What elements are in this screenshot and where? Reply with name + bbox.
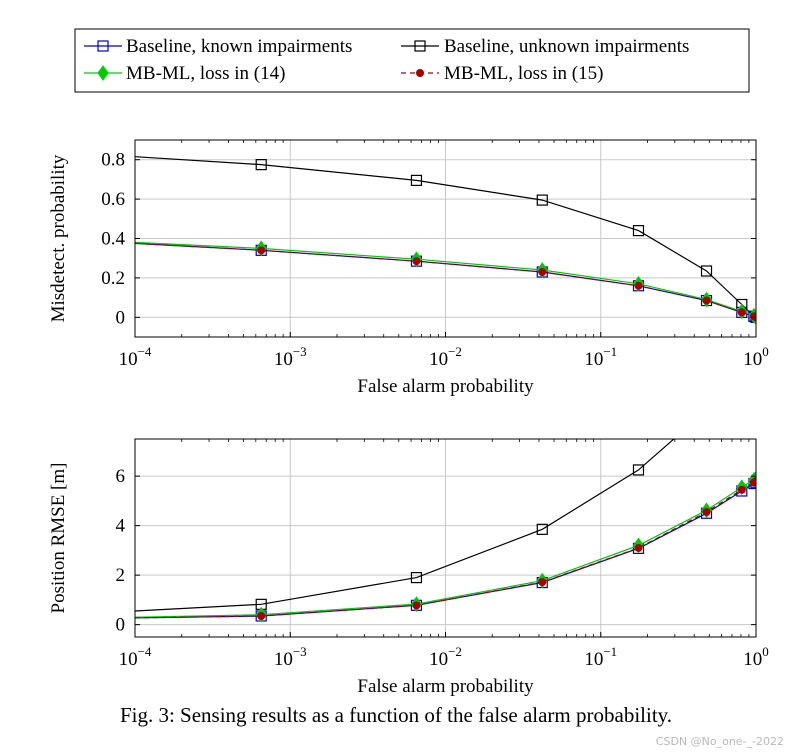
x-tick-label: 10−2 (429, 644, 462, 670)
series-line (135, 439, 675, 612)
legend-label: MB-ML, loss in (15) (444, 63, 603, 84)
legend-label: Baseline, unknown impairments (444, 36, 689, 57)
data-point (737, 485, 746, 494)
data-point (257, 246, 266, 255)
data-point (737, 308, 746, 317)
x-tick-label: 10−2 (429, 344, 462, 370)
data-point (255, 159, 267, 171)
figure-caption: Fig. 3: Sensing results as a function of… (119, 703, 673, 727)
series-line (135, 480, 756, 619)
data-point (700, 265, 713, 277)
legend-entry-baseline-known: Baseline, known impairments (84, 36, 352, 57)
legend-label: Baseline, known impairments (126, 36, 352, 57)
x-tick-label: 10−1 (584, 644, 617, 670)
data-point (702, 508, 711, 517)
data-point (632, 464, 645, 476)
y-tick-label: 6 (116, 466, 126, 487)
data-point (538, 267, 547, 276)
series-line (135, 156, 756, 318)
x-tick-label: 10−1 (584, 344, 617, 370)
data-point (536, 194, 548, 206)
data-point (752, 477, 756, 486)
data-point (412, 601, 421, 610)
grid (134, 140, 757, 337)
data-point (410, 571, 423, 584)
y-tick-label: 4 (116, 516, 126, 537)
legend-label: MB-ML, loss in (14) (126, 63, 285, 84)
y-tick-label: 0 (116, 307, 126, 328)
legend: Baseline, known impairments Baseline, un… (74, 28, 750, 93)
x-tick-label: 10−3 (274, 644, 307, 670)
data-point (412, 257, 421, 266)
legend-entry-mbml-15: MB-ML, loss in (15) (401, 63, 603, 84)
y-tick-label: 0.6 (101, 189, 125, 210)
data-point (410, 174, 423, 186)
x-tick-label: 100 (743, 644, 769, 670)
x-tick-label: 100 (743, 344, 769, 370)
x-axis-label: False alarm probability (357, 376, 534, 397)
ticks: 10−4 10−3 10−2 10−1 100 0 2 4 6 (116, 439, 769, 670)
rmse-chart: 10−4 10−3 10−2 10−1 100 0 2 4 6 Position RMSE [m… (48, 424, 769, 697)
x-tick-label: 10−4 (119, 344, 152, 370)
y-axis-label: Misdetect. probability (48, 154, 69, 322)
misdetection-chart: 10−4 10−3 10−2 10−1 100 0 0.2 0.4 0.6 0.8 Misdete… (48, 139, 769, 397)
series-group (135, 424, 756, 623)
data-point (702, 296, 711, 305)
data-point (257, 611, 266, 620)
legend-entry-mbml-14: MB-ML, loss in (14) (84, 63, 285, 84)
data-point (536, 523, 548, 535)
grid (134, 439, 757, 637)
data-point (634, 543, 643, 552)
figure: Baseline, known impairments Baseline, un… (48, 28, 769, 697)
data-point (632, 225, 645, 237)
legend-marker-square-icon (414, 40, 426, 52)
y-tick-label: 0.4 (101, 229, 125, 250)
x-tick-label: 10−4 (119, 644, 152, 670)
x-tick-label: 10−3 (274, 344, 307, 370)
watermark: CSDN @No_one-_-2022 (655, 735, 784, 748)
ticks: 10−4 10−3 10−2 10−1 100 0 0.2 0.4 0.6 0.8 (101, 140, 769, 370)
x-axis-label: False alarm probability (357, 676, 534, 697)
legend-box (74, 28, 750, 93)
y-tick-label: 0.8 (101, 150, 125, 171)
legend-marker-diamond-icon (97, 65, 109, 81)
y-axis-label: Position RMSE [m] (48, 463, 69, 614)
legend-marker-circle-icon (416, 69, 424, 77)
y-tick-label: 0.2 (101, 268, 125, 289)
data-point (538, 578, 547, 587)
legend-marker-square-icon (97, 40, 109, 52)
y-tick-label: 0 (116, 615, 126, 636)
data-point (634, 281, 643, 290)
series-group (135, 156, 756, 326)
legend-entry-baseline-unknown: Baseline, unknown impairments (401, 36, 689, 57)
data-point (680, 424, 690, 434)
y-tick-label: 2 (116, 565, 126, 586)
